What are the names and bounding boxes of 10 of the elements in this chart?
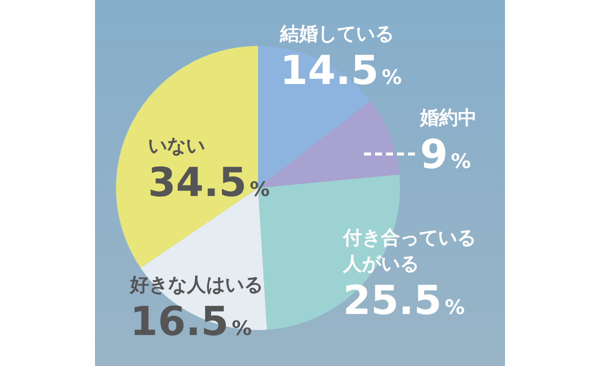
- slice-label: いない: [148, 135, 205, 157]
- data-label: 25.5%: [343, 278, 465, 324]
- data-label: 16.5%: [130, 299, 252, 345]
- data-label: 14.5%: [280, 48, 402, 94]
- data-label: 9%: [420, 132, 471, 178]
- data-label: 34.5%: [148, 160, 270, 206]
- slice-label: 好きな人はいる: [129, 274, 263, 296]
- slice-label: 婚約中: [419, 107, 477, 129]
- slice-label: 結婚している: [279, 23, 394, 45]
- slice-label: 付き合っている人がいる: [342, 227, 476, 275]
